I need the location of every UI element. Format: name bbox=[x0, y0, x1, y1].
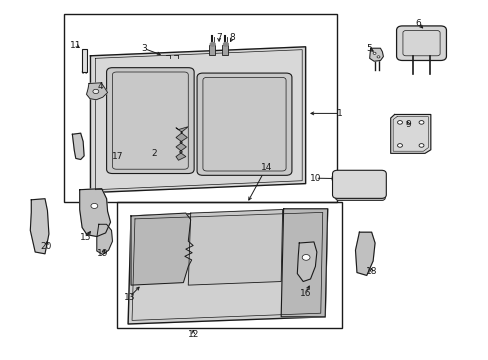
Polygon shape bbox=[128, 209, 327, 324]
Bar bbox=[209, 45, 215, 55]
Polygon shape bbox=[80, 189, 110, 237]
Circle shape bbox=[210, 42, 215, 46]
Text: 8: 8 bbox=[229, 33, 235, 42]
FancyBboxPatch shape bbox=[332, 170, 386, 198]
Polygon shape bbox=[86, 83, 107, 100]
Text: 15: 15 bbox=[80, 233, 91, 242]
Text: 5: 5 bbox=[366, 44, 371, 53]
Polygon shape bbox=[390, 114, 430, 153]
Text: 16: 16 bbox=[299, 289, 311, 298]
Text: 4: 4 bbox=[97, 82, 103, 91]
Text: 2: 2 bbox=[151, 149, 157, 158]
Text: 3: 3 bbox=[141, 44, 147, 53]
Text: 13: 13 bbox=[123, 292, 135, 302]
Circle shape bbox=[372, 52, 375, 54]
Circle shape bbox=[418, 121, 423, 124]
Circle shape bbox=[397, 121, 402, 124]
FancyBboxPatch shape bbox=[106, 68, 194, 174]
Bar bbox=[82, 49, 87, 72]
Circle shape bbox=[397, 144, 402, 147]
Text: 19: 19 bbox=[97, 249, 108, 258]
Circle shape bbox=[91, 203, 98, 208]
Polygon shape bbox=[188, 210, 282, 285]
Circle shape bbox=[93, 89, 99, 94]
Text: 10: 10 bbox=[309, 174, 321, 183]
Polygon shape bbox=[72, 133, 84, 159]
Text: 11: 11 bbox=[70, 40, 81, 49]
Polygon shape bbox=[97, 224, 112, 255]
Bar bbox=[117, 202, 342, 328]
Text: 7: 7 bbox=[216, 33, 222, 42]
Bar bbox=[63, 14, 337, 202]
Text: 18: 18 bbox=[365, 267, 377, 276]
Polygon shape bbox=[30, 199, 49, 254]
Text: 6: 6 bbox=[414, 19, 420, 28]
Text: 20: 20 bbox=[41, 242, 52, 251]
FancyBboxPatch shape bbox=[335, 174, 385, 201]
Text: 9: 9 bbox=[405, 120, 410, 129]
FancyBboxPatch shape bbox=[197, 73, 291, 175]
Polygon shape bbox=[131, 213, 193, 285]
Text: 1: 1 bbox=[336, 109, 342, 118]
Text: 17: 17 bbox=[111, 152, 123, 161]
Polygon shape bbox=[176, 127, 188, 160]
Circle shape bbox=[223, 42, 228, 46]
Text: 14: 14 bbox=[260, 163, 272, 172]
Polygon shape bbox=[369, 48, 383, 61]
Circle shape bbox=[418, 144, 423, 147]
Circle shape bbox=[302, 255, 309, 260]
Circle shape bbox=[376, 56, 379, 58]
Polygon shape bbox=[355, 232, 374, 275]
Polygon shape bbox=[297, 242, 316, 282]
FancyBboxPatch shape bbox=[396, 26, 446, 60]
Polygon shape bbox=[281, 209, 327, 317]
Polygon shape bbox=[90, 47, 305, 193]
Text: 12: 12 bbox=[187, 330, 199, 338]
Bar bbox=[222, 45, 228, 55]
